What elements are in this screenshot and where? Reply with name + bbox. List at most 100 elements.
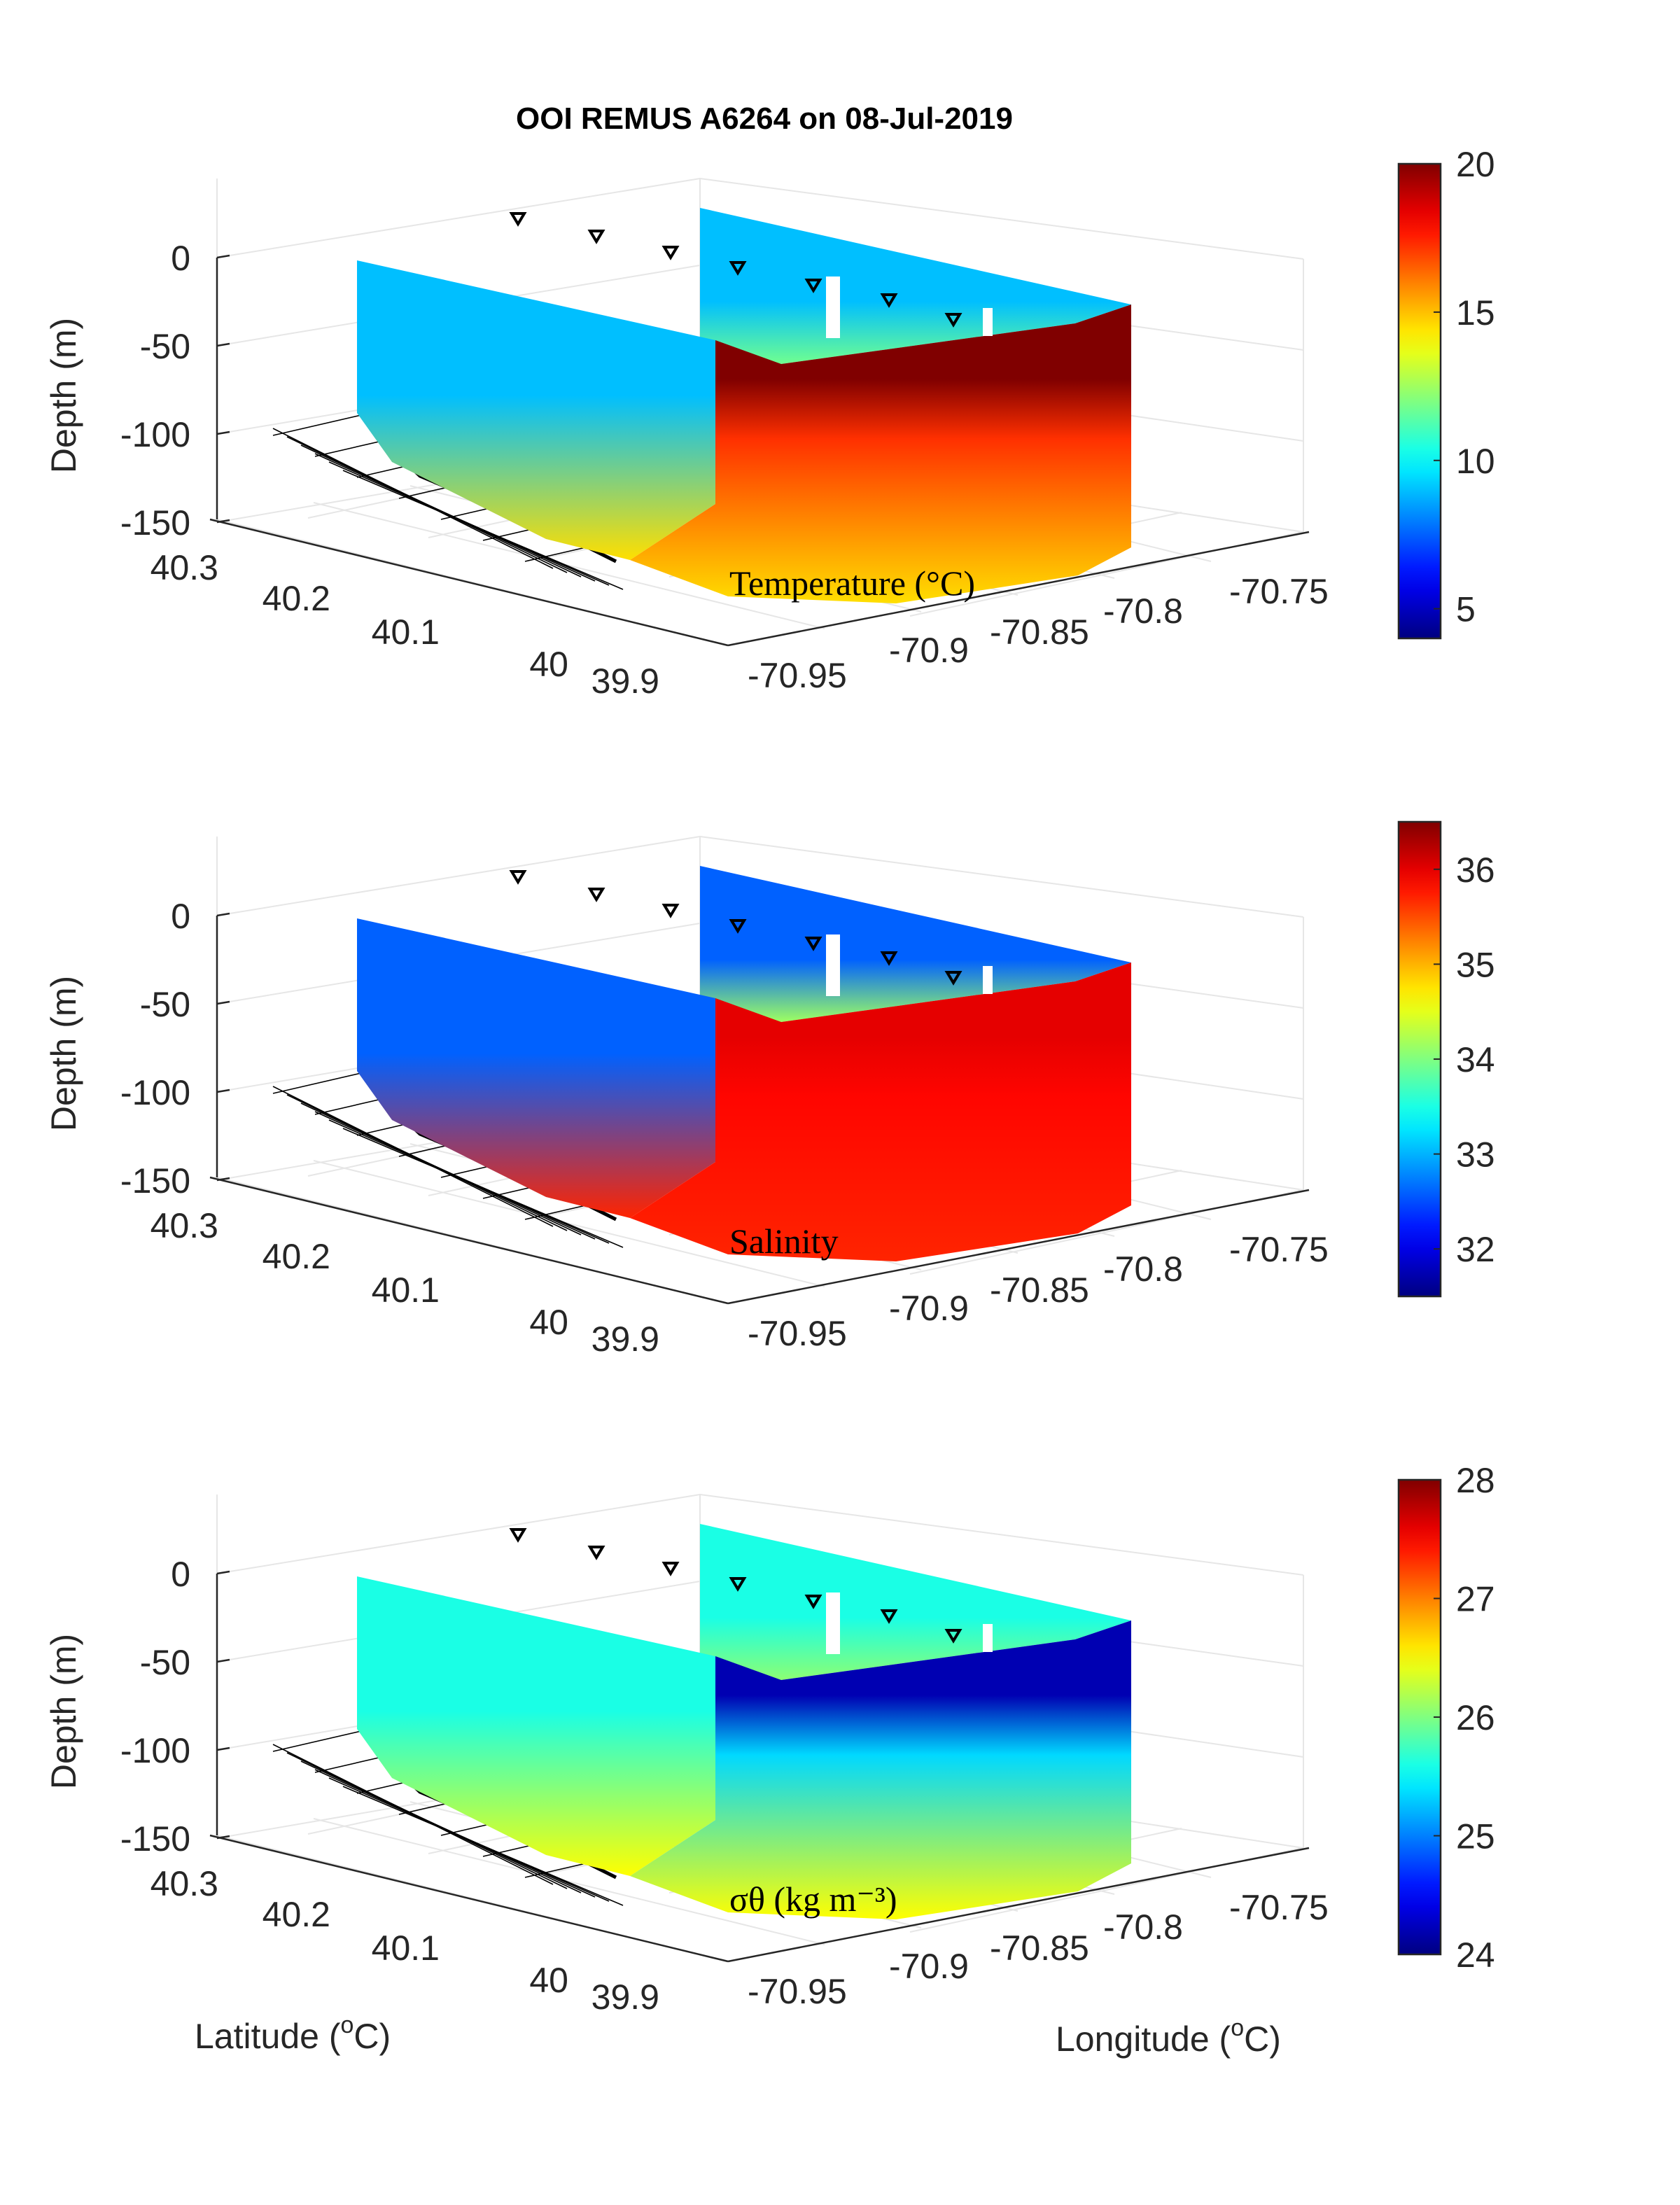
station-marker	[587, 888, 606, 902]
colorbar-tick-label: 34	[1456, 1040, 1495, 1079]
axes-lines	[209, 1574, 1310, 1963]
colorbar-tick-label: 27	[1456, 1580, 1495, 1619]
latitude-tick-label: 39.9	[592, 662, 659, 701]
depth-tick-label: -100	[120, 1073, 190, 1112]
longitude-axis-label: Longitude (oC)	[1056, 2015, 1281, 2059]
panel-2: 0 -50 -100 -150 Depth (m) 40.3 40.2 40.1 40 39.9 -…	[44, 820, 1495, 1359]
latitude-tick-label: 40.2	[262, 579, 330, 618]
colorbar-tick-label: 28	[1456, 1461, 1495, 1500]
station-marker	[880, 293, 898, 308]
depth-tick-label: -50	[140, 985, 190, 1024]
station-marker	[729, 919, 747, 934]
station-marker	[804, 1595, 822, 1609]
station-marker	[804, 279, 822, 293]
station-marker	[662, 904, 680, 918]
depth-tick	[216, 1658, 230, 1663]
depth-tick	[216, 1835, 230, 1840]
data-gap	[983, 966, 993, 994]
south-section	[630, 304, 1131, 603]
station-marker	[509, 870, 527, 885]
station-marker	[729, 1577, 747, 1592]
depth-tick	[216, 1088, 230, 1093]
west-section	[357, 918, 715, 1218]
latitude-tick-label: 40.1	[372, 1928, 440, 1968]
colorbar-tick-label: 24	[1456, 1935, 1495, 1975]
latitude-tick-label: 40.2	[262, 1237, 330, 1276]
data-gap	[826, 1592, 840, 1654]
panel-1: 0 -50 -100 -150 Depth (m) 40.3 40.2 40.1 40 39.9 -…	[44, 145, 1495, 701]
depth-axis-label: Depth (m)	[44, 318, 83, 473]
depth-tick-label: -150	[120, 1819, 190, 1858]
depth-tick	[216, 912, 230, 917]
depth-tick	[216, 1746, 230, 1751]
longitude-tick-label: -70.75	[1229, 1230, 1329, 1269]
longitude-tick-label: -70.75	[1229, 1888, 1329, 1927]
station-marker	[944, 313, 962, 328]
figure-title: OOI REMUS A6264 on 08-Jul-2019	[516, 102, 1013, 136]
station-marker	[662, 246, 680, 260]
longitude-tick-label: -70.95	[748, 656, 847, 695]
depth-tick	[216, 519, 230, 524]
latitude-tick-label: 40	[529, 1303, 568, 1342]
depth-tick-label: 0	[171, 1555, 190, 1594]
latitude-tick-label: 40.3	[150, 1206, 218, 1245]
depth-tick	[216, 342, 230, 347]
depth-axis-label: Depth (m)	[44, 976, 83, 1131]
quantity-label: Salinity	[729, 1222, 839, 1261]
depth-tick	[216, 1177, 230, 1182]
depth-tick	[216, 1000, 230, 1005]
back-section	[700, 1524, 1131, 1680]
data-gap	[826, 276, 840, 338]
latitude-tick-label: 40.3	[150, 1864, 218, 1903]
longitude-tick-label: -70.95	[748, 1972, 847, 2011]
longitude-tick-label: -70.85	[990, 1928, 1089, 1968]
colorbar-tick-label: 25	[1456, 1817, 1495, 1856]
longitude-tick-label: -70.8	[1103, 1250, 1183, 1289]
station-marker	[662, 1562, 680, 1576]
station-marker	[944, 1629, 962, 1644]
station-marker	[509, 1528, 527, 1543]
depth-tick-label: 0	[171, 897, 190, 936]
longitude-tick-label: -70.9	[889, 631, 969, 670]
depth-tick-label: -150	[120, 1161, 190, 1200]
colorbar-tick-label: 26	[1456, 1698, 1495, 1737]
west-section	[357, 260, 715, 560]
station-marker	[944, 971, 962, 986]
quantity-label: σθ (kg m⁻³)	[729, 1879, 897, 1919]
station-marker	[587, 1546, 606, 1560]
longitude-tick-label: -70.85	[990, 612, 1089, 652]
axes-lines	[209, 258, 1310, 647]
depth-tick-label: -100	[120, 415, 190, 454]
latitude-tick-label: 40.1	[372, 1270, 440, 1310]
depth-tick	[216, 430, 230, 435]
station-marker	[804, 937, 822, 951]
south-section	[630, 962, 1131, 1261]
latitude-tick-label: 40.1	[372, 612, 440, 652]
longitude-tick-label: -70.8	[1103, 1907, 1183, 1947]
latitude-tick-label: 40.3	[150, 548, 218, 587]
section-surfaces	[357, 866, 1131, 1261]
station-markers	[509, 212, 962, 328]
colorbar-tick-label: 32	[1456, 1230, 1495, 1269]
station-marker	[880, 1609, 898, 1624]
longitude-tick-label: -70.9	[889, 1947, 969, 1986]
station-markers	[509, 1528, 962, 1644]
station-marker	[587, 230, 606, 244]
back-section	[700, 208, 1131, 364]
latitude-axis-label: Latitude (oC)	[195, 2012, 391, 2056]
longitude-tick-label: -70.9	[889, 1289, 969, 1328]
colorbar	[1397, 162, 1442, 640]
section-surfaces	[357, 1524, 1131, 1919]
south-section	[630, 1620, 1131, 1919]
station-marker	[509, 212, 527, 227]
longitude-tick-label: -70.75	[1229, 572, 1329, 611]
depth-axis-label: Depth (m)	[44, 1634, 83, 1789]
colorbar-tick-label: 20	[1456, 145, 1495, 184]
depth-tick-label: -100	[120, 1731, 190, 1770]
colorbar-tick-label: 33	[1456, 1135, 1495, 1175]
west-section	[357, 1576, 715, 1876]
data-gap	[983, 308, 993, 336]
panel-3: 0 -50 -100 -150 Depth (m) 40.3 40.2 40.1 40 39.9 -…	[44, 1461, 1495, 2017]
axes-lines	[209, 916, 1310, 1305]
